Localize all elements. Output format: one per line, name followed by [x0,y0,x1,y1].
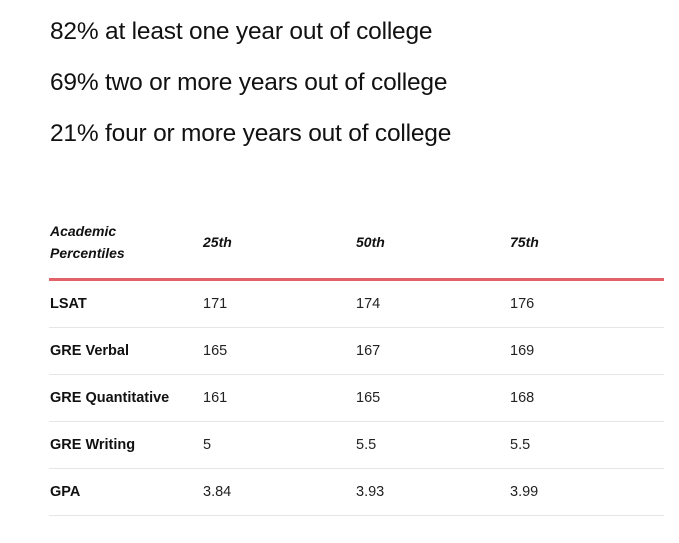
cell-75th: 176 [509,279,664,328]
cell-75th: 168 [509,374,664,422]
stat-one-year: 82% at least one year out of college [50,18,433,45]
percentiles-table-container: Academic Percentiles 25th 50th 75th LSAT… [49,214,664,516]
header-50th: 50th [355,214,509,281]
cell-75th: 169 [509,327,664,375]
stat-four-years: 21% four or more years out of college [50,120,452,147]
header-label-line2: Percentiles [50,245,125,261]
academic-percentiles-table: Academic Percentiles 25th 50th 75th LSAT… [49,214,664,516]
cell-50th: 167 [355,327,509,375]
cell-50th: 5.5 [355,421,509,469]
row-label: LSAT [49,279,202,328]
table-row: GRE Quantitative 161 165 168 [49,374,664,422]
row-label: GRE Writing [49,421,202,469]
table-row: GPA 3.84 3.93 3.99 [49,468,664,516]
table-body: LSAT 171 174 176 GRE Verbal 165 167 169 … [49,279,664,516]
cell-75th: 3.99 [509,468,664,516]
cell-50th: 174 [355,279,509,328]
cell-25th: 161 [202,374,355,422]
cell-25th: 3.84 [202,468,355,516]
cell-25th: 171 [202,279,355,328]
stats-list: 82% at least one year out of college 69%… [50,14,670,167]
stat-two-years: 69% two or more years out of college [50,69,448,96]
cell-50th: 165 [355,374,509,422]
table-row: LSAT 171 174 176 [49,279,664,328]
table-header: Academic Percentiles 25th 50th 75th [49,214,664,281]
row-label: GRE Verbal [49,327,202,375]
table-row: GRE Verbal 165 167 169 [49,327,664,375]
header-label-line1: Academic [50,223,117,239]
header-75th: 75th [509,214,664,281]
header-row: Academic Percentiles 25th 50th 75th [49,214,664,281]
header-25th: 25th [202,214,355,281]
row-label: GPA [49,468,202,516]
cell-25th: 165 [202,327,355,375]
cell-50th: 3.93 [355,468,509,516]
table-row: GRE Writing 5 5.5 5.5 [49,421,664,469]
cell-25th: 5 [202,421,355,469]
row-label: GRE Quantitative [49,374,202,422]
cell-75th: 5.5 [509,421,664,469]
header-academic-percentiles: Academic Percentiles [49,214,202,281]
